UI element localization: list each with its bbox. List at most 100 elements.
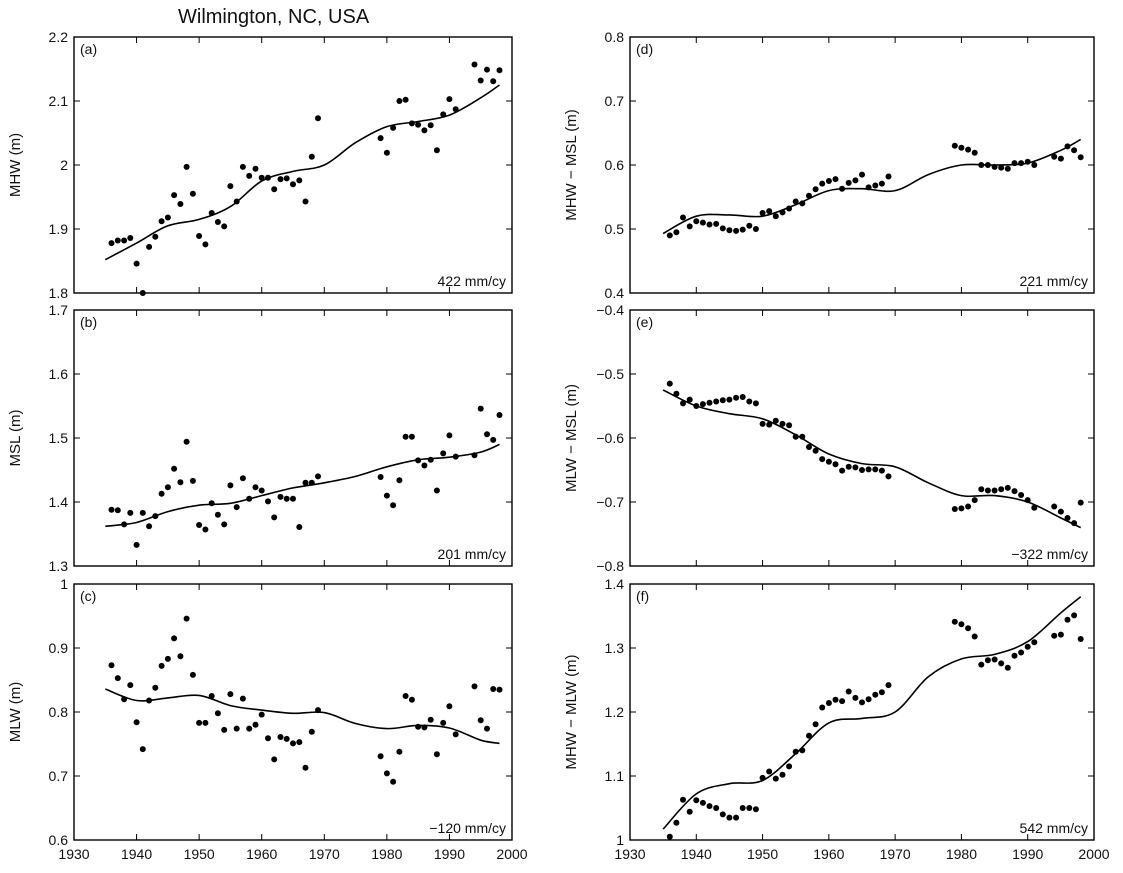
data-point: [158, 662, 165, 669]
panel-f: 1930 1940 1950 1960 1970 1980 1990 2000 1 1.1 1.2 1…: [563, 576, 1110, 862]
y-tick-label: −0.8: [596, 558, 624, 574]
data-point: [706, 221, 713, 228]
data-point: [440, 450, 447, 457]
data-point: [127, 509, 134, 516]
data-point: [471, 683, 478, 690]
data-point: [114, 237, 121, 244]
x-tick-label: 1990: [434, 846, 465, 862]
data-point: [1018, 492, 1025, 498]
data-point: [308, 728, 315, 735]
data-point: [183, 438, 190, 445]
data-point: [208, 500, 215, 507]
data-point: [252, 721, 259, 728]
data-point: [752, 400, 759, 407]
data-point: [139, 290, 146, 296]
data-point: [998, 486, 1005, 493]
data-point: [440, 719, 447, 726]
data-point: [971, 149, 978, 156]
data-point: [1064, 616, 1071, 623]
data-point: [258, 487, 265, 494]
rate-label: 221 mm/cy: [1020, 273, 1088, 289]
rate-label: 542 mm/cy: [1020, 820, 1088, 836]
data-point: [845, 179, 852, 186]
data-point: [265, 498, 271, 505]
data-point: [202, 719, 209, 726]
data-point: [315, 115, 321, 122]
data-point: [865, 696, 872, 703]
data-point: [1071, 612, 1078, 619]
data-point: [183, 615, 190, 622]
data-point: [680, 400, 686, 407]
data-point: [296, 739, 303, 746]
data-point: [726, 814, 733, 821]
axes-frame: [629, 36, 1095, 294]
data-point: [446, 96, 453, 103]
y-tick-label: 0.6: [605, 157, 625, 173]
data-point: [302, 764, 309, 771]
data-point: [133, 541, 140, 548]
data-point: [693, 218, 700, 225]
y-tick-label: 1.9: [49, 221, 69, 237]
data-point: [290, 740, 296, 747]
data-point: [221, 223, 228, 230]
data-point: [819, 704, 826, 711]
data-point: [859, 171, 865, 178]
data-point: [733, 814, 740, 821]
data-point: [699, 799, 706, 806]
y-tick-label: 1.3: [49, 558, 69, 574]
data-point: [713, 398, 720, 405]
data-point: [832, 461, 839, 468]
y-tick-label: 0.5: [605, 221, 625, 237]
data-point: [965, 503, 972, 510]
panel-label: (c): [80, 588, 96, 604]
data-point: [766, 421, 773, 428]
data-point: [1031, 639, 1038, 646]
data-point: [296, 524, 303, 530]
data-point: [233, 725, 240, 732]
y-tick-label: −0.4: [596, 302, 624, 318]
axes-frame: [73, 583, 513, 841]
data-point: [139, 746, 146, 753]
data-point: [998, 164, 1005, 171]
data-point: [290, 181, 296, 188]
data-point: [1077, 636, 1084, 642]
y-tick-label: 1.4: [605, 576, 625, 592]
data-point: [296, 177, 303, 184]
data-point: [859, 467, 865, 473]
x-tick-label: 2000: [496, 846, 527, 862]
data-point: [1051, 503, 1058, 510]
data-point: [786, 763, 793, 770]
data-point: [233, 504, 240, 511]
data-point: [759, 420, 766, 427]
data-point: [283, 175, 290, 182]
data-point: [1004, 165, 1011, 172]
data-point: [377, 135, 384, 142]
data-point: [271, 186, 278, 193]
data-point: [726, 396, 733, 403]
data-point: [477, 77, 484, 84]
data-point: [766, 208, 773, 215]
y-tick-label: 1.6: [49, 366, 69, 382]
y-tick-label: −0.6: [596, 430, 624, 446]
rate-label: 201 mm/cy: [438, 546, 506, 562]
data-point: [108, 662, 115, 669]
data-point: [839, 467, 846, 474]
y-axis-label: MLW (m): [7, 682, 24, 743]
data-point: [277, 176, 284, 183]
data-point: [277, 734, 284, 740]
data-point: [446, 432, 453, 439]
x-tick-label: 1930: [614, 846, 645, 862]
data-point: [885, 682, 892, 689]
data-point: [421, 127, 428, 134]
data-point: [265, 735, 271, 742]
data-point: [719, 811, 726, 818]
data-point: [872, 182, 879, 189]
data-point: [402, 96, 409, 103]
data-point: [772, 775, 779, 782]
data-point: [258, 711, 265, 718]
data-point: [433, 147, 440, 154]
data-point: [252, 484, 259, 491]
data-point: [490, 436, 497, 443]
